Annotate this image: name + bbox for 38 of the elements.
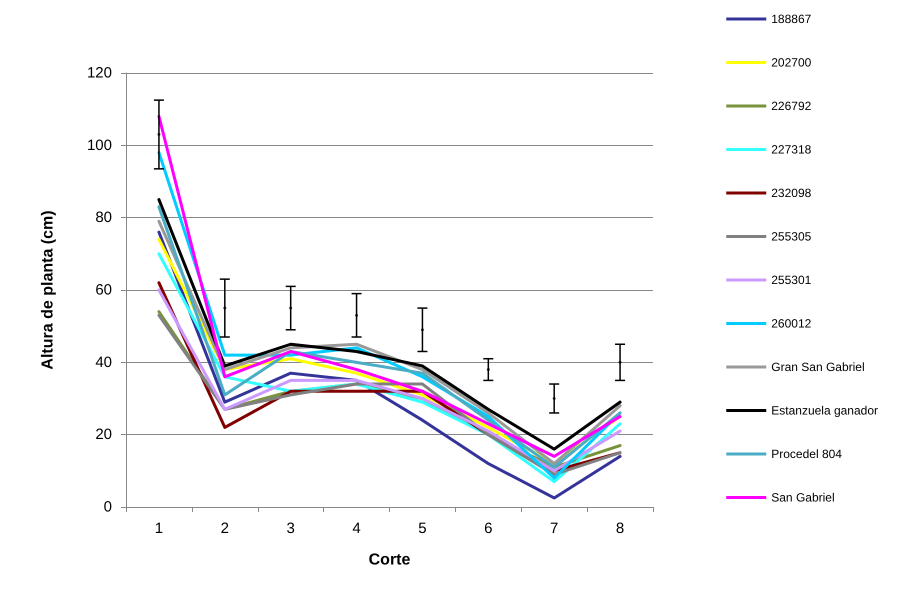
x-tick-label: 3	[286, 520, 295, 537]
x-tick-label: 1	[154, 520, 164, 537]
legend-label: Estanzuela ganador	[771, 404, 878, 418]
line-series	[157, 114, 622, 458]
legend-label: Gran San Gabriel	[771, 360, 865, 374]
y-tick-label: 60	[95, 282, 112, 298]
x-tick-label: 8	[616, 520, 624, 537]
legend-label: 226792	[771, 99, 812, 113]
x-tick-label: 6	[484, 520, 492, 537]
y-tick-label: 20	[95, 426, 112, 444]
point	[289, 306, 292, 310]
y-tick-label: 120	[86, 64, 112, 82]
y-tick-label: 80	[95, 209, 112, 226]
legend-label: 188867	[771, 12, 812, 26]
y-tick-label: 40	[95, 354, 112, 371]
legend-label: 255305	[771, 230, 812, 244]
point	[355, 314, 358, 317]
x-tick-label: 5	[418, 520, 427, 537]
legend-label: 260012	[771, 316, 812, 330]
x-tick-label: 2	[220, 520, 229, 537]
y-tick-label: 100	[86, 136, 112, 154]
legend-label: Procedel 804	[771, 447, 842, 461]
point	[157, 132, 160, 136]
point	[552, 397, 556, 400]
y-tick-label: 0	[104, 498, 112, 516]
point	[618, 360, 622, 364]
legend-label: 227318	[771, 142, 812, 156]
point	[486, 368, 490, 372]
x-tick-label: 4	[352, 520, 361, 537]
x-tick-label: 7	[550, 520, 558, 537]
y-axis-title: Altura de planta (cm)	[40, 210, 56, 370]
legend-label: San Gabriel	[771, 490, 835, 504]
legend-label: 255301	[771, 273, 812, 287]
point	[420, 328, 424, 332]
legend-label: 232098	[771, 186, 812, 200]
point	[223, 306, 226, 310]
legend-label: 202700	[771, 56, 812, 70]
x-axis-title: Corte	[368, 552, 410, 568]
